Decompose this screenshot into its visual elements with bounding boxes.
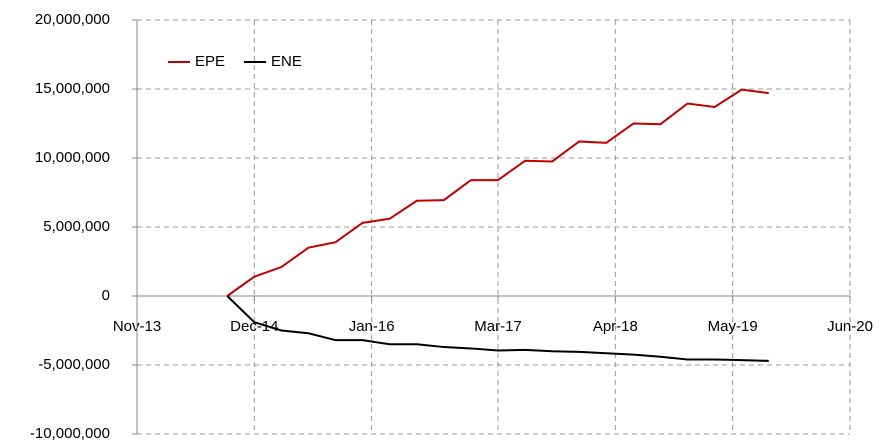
- legend-label: ENE: [271, 53, 302, 70]
- y-tick-label: -10,000,000: [30, 425, 110, 442]
- series-line: [226, 88, 769, 297]
- x-tick-label: Apr-18: [593, 318, 638, 335]
- x-tick-label: Jan-16: [349, 318, 395, 335]
- y-tick-label: 10,000,000: [35, 149, 110, 166]
- y-tick-label: -5,000,000: [38, 356, 110, 373]
- series-line: [226, 295, 769, 362]
- y-tick-label: 0: [102, 287, 110, 304]
- x-tick-label: Mar-17: [474, 318, 522, 335]
- legend-label: EPE: [195, 53, 225, 70]
- y-tick-label: 15,000,000: [35, 80, 110, 97]
- y-tick-label: 5,000,000: [43, 218, 110, 235]
- x-tick-label: May-19: [708, 318, 758, 335]
- x-tick-label: Jun-20: [827, 318, 873, 335]
- y-tick-label: 20,000,000: [35, 11, 110, 28]
- x-tick-label: Dec-14: [230, 318, 278, 335]
